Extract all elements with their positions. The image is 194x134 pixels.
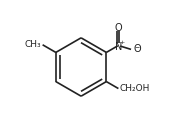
Text: +: + [119,40,124,45]
Text: $\mathregular{N}$: $\mathregular{N}$ [114,40,122,52]
Text: CH₂OH: CH₂OH [120,84,150,93]
Text: O: O [133,44,141,54]
Text: CH₃: CH₃ [25,40,42,49]
Text: −: − [134,44,139,49]
Text: O: O [114,23,122,33]
